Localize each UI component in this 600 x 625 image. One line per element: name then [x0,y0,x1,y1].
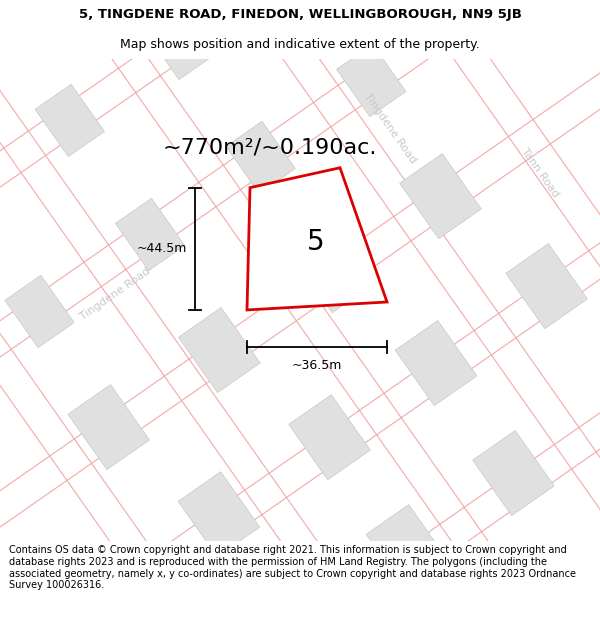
Polygon shape [0,0,559,312]
Polygon shape [146,8,215,79]
Text: Map shows position and indicative extent of the property.: Map shows position and indicative extent… [120,38,480,51]
Polygon shape [58,0,600,625]
Text: ~770m²/~0.190ac.: ~770m²/~0.190ac. [163,138,377,158]
Text: ~36.5m: ~36.5m [292,359,342,372]
Polygon shape [68,384,149,469]
Polygon shape [5,275,74,348]
Polygon shape [178,472,260,557]
Polygon shape [0,0,542,625]
Polygon shape [287,0,600,558]
Text: ~44.5m: ~44.5m [137,242,187,255]
Text: Tingdene Road: Tingdene Road [362,91,418,165]
Polygon shape [173,0,600,625]
Text: 5: 5 [307,228,325,256]
Polygon shape [0,0,600,541]
Polygon shape [473,431,554,516]
Polygon shape [35,84,104,157]
Polygon shape [395,321,477,406]
Text: Contains OS data © Crown copyright and database right 2021. This information is : Contains OS data © Crown copyright and d… [9,545,576,590]
Text: Tingdene Road: Tingdene Road [78,266,152,322]
Polygon shape [293,228,375,312]
Polygon shape [506,244,587,329]
Text: Tann Road: Tann Road [520,146,560,199]
Text: 5, TINGDENE ROAD, FINEDON, WELLINGBOROUGH, NN9 5JB: 5, TINGDENE ROAD, FINEDON, WELLINGBOROUG… [79,8,521,21]
Polygon shape [0,0,427,625]
Polygon shape [226,121,295,194]
Polygon shape [179,308,260,392]
Polygon shape [0,59,600,625]
Polygon shape [366,505,448,590]
Polygon shape [400,154,481,239]
Polygon shape [247,168,387,310]
Polygon shape [115,198,185,271]
Polygon shape [0,42,313,625]
Polygon shape [289,395,370,480]
Polygon shape [337,44,406,117]
Polygon shape [0,174,600,625]
Polygon shape [0,0,600,426]
